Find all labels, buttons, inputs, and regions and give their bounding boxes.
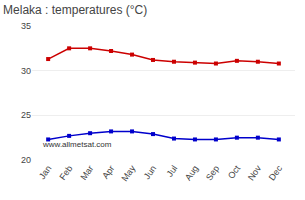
svg-text:Dec: Dec <box>267 163 285 182</box>
svg-text:Jul: Jul <box>165 163 180 178</box>
svg-text:www.allmetsat.com: www.allmetsat.com <box>42 140 112 149</box>
svg-text:Jan: Jan <box>37 163 54 181</box>
svg-text:Jun: Jun <box>142 163 159 181</box>
svg-text:Mar: Mar <box>78 163 95 181</box>
svg-text:25: 25 <box>21 110 31 120</box>
svg-text:Sep: Sep <box>204 163 221 182</box>
svg-text:Nov: Nov <box>246 163 264 182</box>
svg-text:Melaka : temperatures (°C): Melaka : temperatures (°C) <box>3 3 147 17</box>
svg-text:Aug: Aug <box>183 163 200 182</box>
svg-text:30: 30 <box>21 66 31 76</box>
svg-text:Feb: Feb <box>57 163 74 181</box>
svg-text:Apr: Apr <box>100 163 116 180</box>
svg-text:Oct: Oct <box>226 163 243 181</box>
svg-text:May: May <box>119 163 137 183</box>
svg-text:35: 35 <box>21 21 31 31</box>
svg-text:20: 20 <box>21 155 31 165</box>
